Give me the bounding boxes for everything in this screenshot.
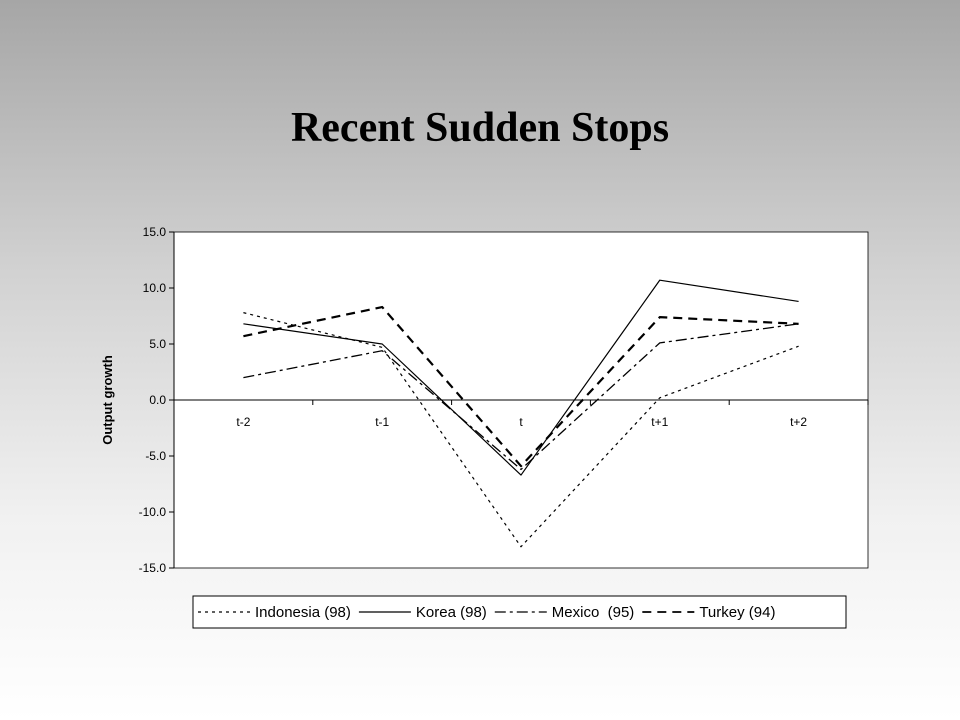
legend-label: Mexico (95) — [552, 604, 635, 621]
y-tick-label: 0.0 — [149, 393, 166, 407]
y-tick-label: 5.0 — [149, 337, 166, 351]
y-tick-label: -5.0 — [145, 449, 166, 463]
slide-title: Recent Sudden Stops — [290, 105, 670, 151]
series-line-0 — [243, 312, 799, 548]
legend-label: Indonesia (98) — [255, 604, 351, 621]
x-tick-label: t — [519, 415, 523, 429]
y-axis-label: Output growth — [100, 355, 115, 445]
y-tick-label: 15.0 — [143, 225, 167, 239]
y-tick-label: 10.0 — [143, 281, 167, 295]
series-line-1 — [243, 279, 799, 476]
x-tick-label: t-2 — [236, 415, 250, 429]
y-tick-label: -10.0 — [139, 505, 167, 519]
legend — [192, 595, 847, 629]
x-tick-label: t-1 — [375, 415, 389, 429]
series-line-3 — [243, 305, 799, 468]
legend-label: Turkey (94) — [699, 604, 775, 621]
series-line-2 — [243, 323, 799, 471]
y-tick-label: -15.0 — [139, 561, 167, 575]
x-tick-label: t+1 — [651, 415, 668, 429]
x-tick-label: t+2 — [790, 415, 807, 429]
legend-label: Korea (98) — [416, 604, 487, 621]
